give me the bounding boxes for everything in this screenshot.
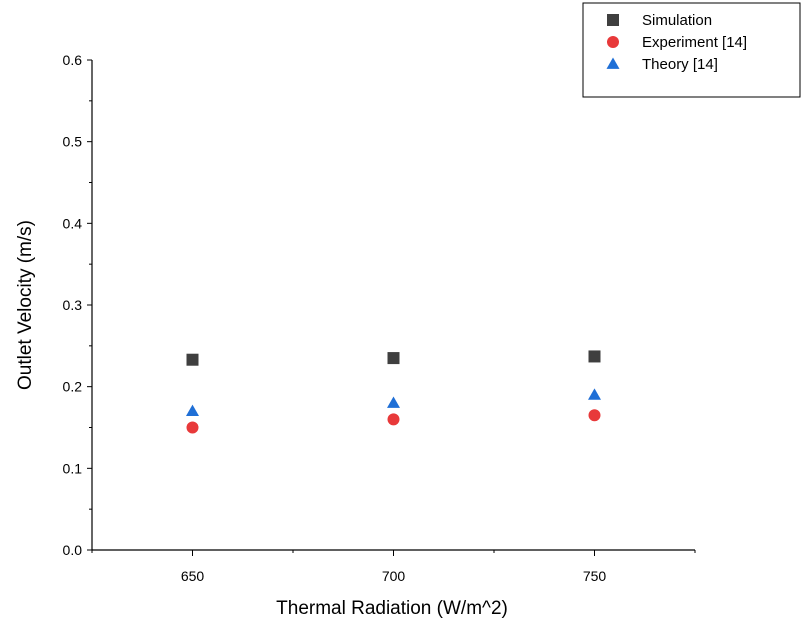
data-point-triangle [588,388,601,400]
data-point-square [588,350,601,363]
legend-marker-circle [607,36,619,48]
x-tick-label: 650 [181,568,205,584]
y-tick-label: 0.0 [63,542,83,558]
x-tick-label: 700 [382,568,406,584]
data-point-triangle [186,404,199,417]
data-point-circle [186,421,199,434]
data-point-circle [588,409,601,422]
y-tick-label: 0.5 [63,134,83,150]
legend-label: Experiment [14] [642,34,747,51]
legend-label: Simulation [642,12,712,29]
legend-marker-triangle [606,57,620,69]
axes [91,60,695,551]
data-point-circle [387,413,400,426]
data-points [186,350,601,434]
x-tick-label: 750 [583,568,607,584]
y-axis-title: Outlet Velocity (m/s) [15,220,36,390]
legend-box [582,2,801,98]
data-point-square [387,352,400,365]
y-tick-label: 0.1 [63,460,83,476]
x-axis-title: Thermal Radiation (W/m^2) [276,598,508,619]
y-tick-label: 0.4 [63,215,83,231]
y-tick-label: 0.3 [63,297,83,313]
data-point-triangle [387,396,400,408]
y-tick-label: 0.6 [63,52,83,68]
y-tick-label: 0.2 [63,379,83,395]
data-point-square [186,353,199,366]
legend-label: Theory [14] [642,56,718,73]
x-ticks: 650 700 750 [91,550,696,584]
legend-marker-square [607,14,619,26]
legend: Simulation Experiment [14] Theory [14] [582,2,801,98]
y-ticks: 0.0 0.1 0.2 0.3 0.4 0.5 0.6 [63,52,92,558]
